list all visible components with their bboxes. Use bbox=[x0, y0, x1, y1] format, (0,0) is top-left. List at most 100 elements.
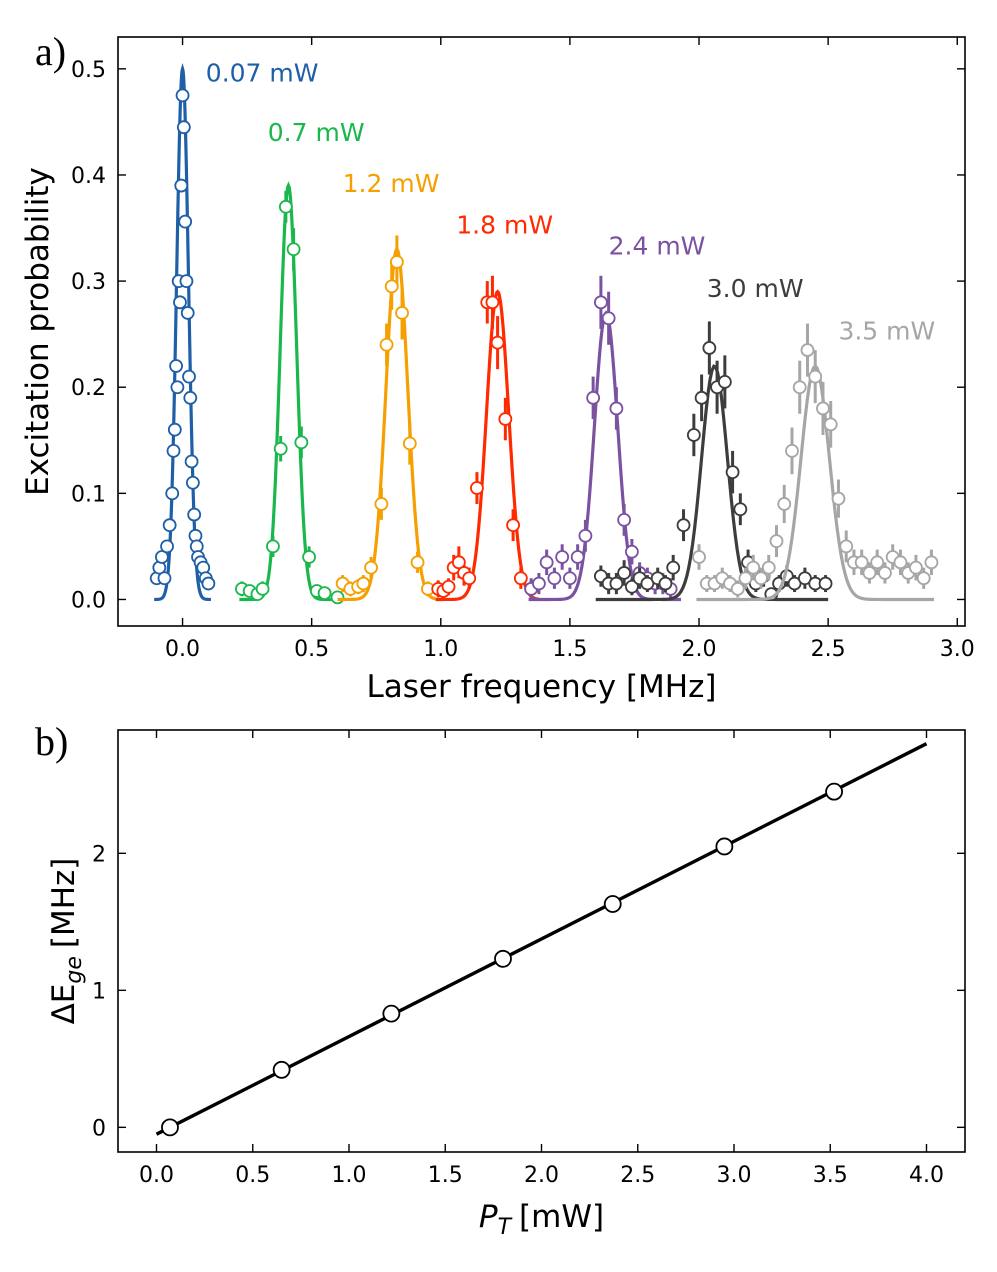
data-point bbox=[485, 295, 500, 310]
data-point bbox=[666, 560, 681, 575]
data-point bbox=[593, 295, 608, 310]
series-3: 1.8 mW bbox=[431, 210, 553, 602]
x-tick-label: 2.5 bbox=[620, 1163, 655, 1188]
series-0: 0.07 mW bbox=[149, 59, 319, 602]
x-axis-label: PT [mW] bbox=[479, 1199, 604, 1240]
data-point bbox=[777, 497, 792, 511]
data-point bbox=[266, 539, 280, 554]
data-point bbox=[570, 550, 585, 564]
x-axis-label-unit: [mW] bbox=[519, 1199, 604, 1235]
data-point bbox=[609, 401, 624, 416]
series-2: 1.2 mW bbox=[335, 169, 440, 602]
data-point bbox=[792, 380, 807, 395]
data-point bbox=[738, 571, 753, 586]
data-point bbox=[617, 512, 632, 527]
data-point bbox=[470, 481, 484, 495]
x-axis-label-sub: T bbox=[498, 1215, 513, 1240]
data-point bbox=[818, 576, 833, 591]
data-point bbox=[609, 576, 624, 591]
data-point bbox=[676, 518, 691, 533]
data-point bbox=[384, 279, 399, 294]
panel-a-frame bbox=[117, 36, 966, 627]
data-point bbox=[586, 390, 601, 405]
data-point bbox=[494, 949, 512, 968]
data-point bbox=[733, 502, 748, 517]
data-point bbox=[692, 550, 706, 564]
data-point bbox=[686, 428, 701, 442]
data-point bbox=[278, 199, 293, 214]
data-point bbox=[182, 369, 196, 384]
y-axis-label-main: ΔE bbox=[46, 984, 82, 1025]
y-tick-label: 2 bbox=[92, 842, 106, 867]
data-point bbox=[702, 341, 717, 355]
panel-b: b) 0.0 0.5 1.0 1.5 2.0 2.5 3.0 3.5 4.0 0 1 2 PT [mW] ΔE… bbox=[35, 719, 966, 1240]
series-label: 3.0 mW bbox=[707, 274, 804, 303]
data-point bbox=[878, 566, 892, 580]
data-point bbox=[184, 454, 199, 469]
x-tick-label: 1.5 bbox=[428, 1163, 463, 1188]
x-axis-label-main: P bbox=[479, 1199, 498, 1235]
data-point bbox=[506, 518, 520, 533]
data-point bbox=[382, 1004, 401, 1023]
x-tick-label: 3.0 bbox=[940, 637, 975, 662]
fit-curve bbox=[435, 289, 540, 602]
data-point bbox=[717, 375, 732, 389]
data-point bbox=[175, 88, 190, 103]
x-tick-label: 1.0 bbox=[332, 1163, 367, 1188]
series-label: 1.2 mW bbox=[343, 169, 440, 198]
data-point bbox=[816, 401, 830, 416]
data-point bbox=[839, 539, 854, 554]
data-point bbox=[201, 576, 216, 591]
data-point bbox=[364, 560, 378, 575]
data-point bbox=[178, 214, 193, 229]
data-point bbox=[555, 550, 570, 564]
data-point bbox=[754, 571, 768, 586]
fit-line bbox=[155, 742, 928, 1136]
data-point bbox=[800, 343, 815, 357]
data-point bbox=[330, 590, 345, 605]
data-point bbox=[161, 1118, 179, 1137]
data-point bbox=[769, 534, 784, 548]
data-point bbox=[893, 555, 908, 570]
data-point bbox=[389, 255, 404, 269]
data-point bbox=[539, 555, 554, 570]
data-point bbox=[870, 555, 885, 570]
series-4: 2.4 mW bbox=[524, 232, 705, 602]
x-axis-label: Laser frequency [MHz] bbox=[367, 669, 717, 705]
data-point bbox=[694, 390, 709, 405]
x-tick-label: 2.5 bbox=[811, 637, 846, 662]
data-point bbox=[402, 436, 417, 451]
series-label: 3.5 mW bbox=[838, 316, 935, 345]
data-point bbox=[825, 782, 843, 801]
y-axis-label-sub: ge bbox=[62, 956, 87, 984]
fit-curve bbox=[154, 62, 211, 602]
data-point bbox=[379, 337, 394, 352]
fit-curve bbox=[595, 364, 829, 602]
data-point bbox=[532, 576, 546, 591]
data-point bbox=[916, 571, 931, 586]
series-label: 0.07 mW bbox=[206, 59, 319, 88]
data-point bbox=[410, 555, 425, 570]
x-tick-label: 2.0 bbox=[682, 637, 717, 662]
x-tick-label: 0.5 bbox=[235, 1163, 270, 1188]
y-axis-label: ΔEge [MHz] bbox=[46, 858, 87, 1025]
data-point bbox=[374, 497, 389, 511]
y-tick-label: 0 bbox=[92, 1116, 106, 1141]
data-point bbox=[761, 560, 776, 575]
y-tick-label: 0.2 bbox=[71, 376, 106, 401]
data-point bbox=[725, 465, 740, 480]
y-axis-label-unit: [MHz] bbox=[46, 858, 82, 949]
data-point bbox=[255, 581, 270, 596]
data-point bbox=[547, 571, 562, 586]
x-tick-label: 0.0 bbox=[139, 1163, 174, 1188]
data-point bbox=[157, 571, 172, 586]
data-point bbox=[286, 242, 301, 257]
data-point bbox=[179, 274, 194, 288]
data-point bbox=[185, 475, 200, 490]
data-point bbox=[183, 390, 198, 405]
data-point bbox=[162, 518, 177, 533]
data-point bbox=[173, 295, 187, 310]
series-label: 0.7 mW bbox=[268, 118, 365, 147]
data-point bbox=[462, 571, 477, 586]
